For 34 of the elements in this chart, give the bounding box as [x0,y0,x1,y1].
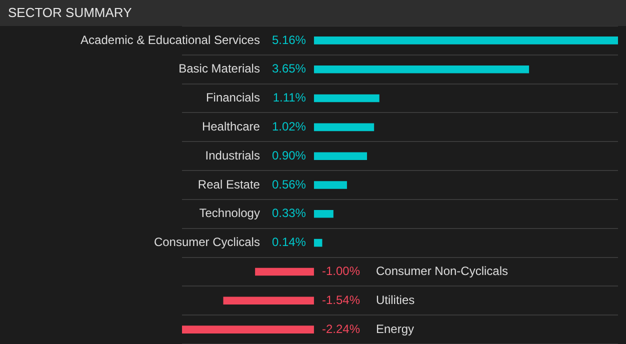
data-label: 0.33% [272,206,306,220]
y-tick-label: Real Estate [198,177,260,192]
data-label: -1.54% [322,292,360,307]
data-label: 3.65% [272,62,306,76]
data-label: -1.00% [322,264,360,278]
bar [314,181,347,189]
data-label: 0.90% [272,148,306,162]
y-tick-label: Healthcare [202,119,260,134]
bar [223,296,314,305]
data-label: 0.14% [272,235,306,250]
y-tick-label: Consumer Cyclicals [154,235,260,250]
data-label: 1.02% [272,119,306,134]
y-tick-label: Financials [206,90,260,105]
text: SECTOR SUMMARY [0,0,626,26]
y-tick-label: Utilities [376,292,415,307]
bar [255,268,314,276]
bar [314,210,334,218]
bar [182,326,314,334]
y-tick-label: Technology [199,206,260,220]
bar [314,94,380,102]
bar [314,152,368,160]
data-label: -2.24% [322,322,360,336]
bar [314,65,530,74]
bar [314,36,618,44]
y-tick-label: Industrials [205,148,260,162]
y-tick-label: Energy [376,322,414,336]
data-label: 0.56% [272,177,306,192]
data-label: 5.16% [272,32,306,47]
bar [314,238,322,247]
y-tick-label: Consumer Non-Cyclicals [376,264,508,278]
y-tick-label: Academic & Educational Services [80,32,260,47]
bar [314,123,374,132]
y-tick-label: Basic Materials [178,62,260,76]
data-label: 1.11% [272,90,306,105]
